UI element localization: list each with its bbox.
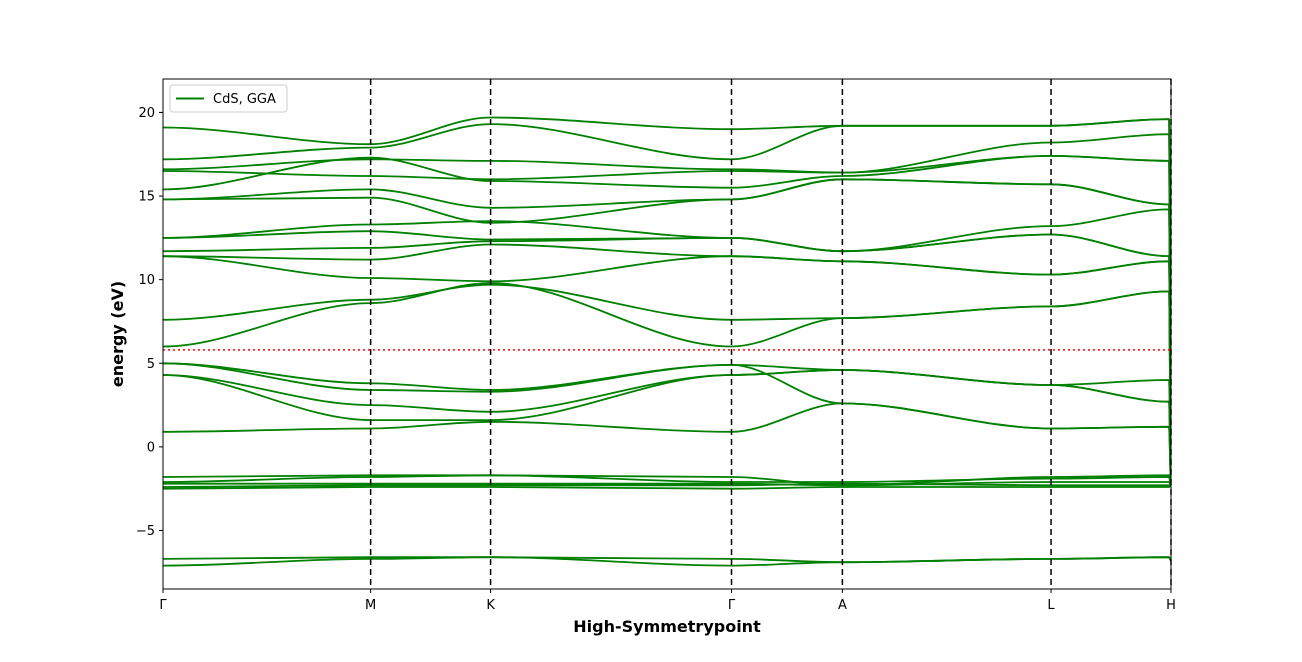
y-axis-ticks: −5 0 5 10 15 20: [136, 106, 163, 539]
band-line: [163, 230, 1171, 487]
y-tick-label: −5: [136, 524, 155, 539]
legend-box: [169, 84, 288, 113]
band-line: [163, 154, 1171, 487]
y-tick-label: 5: [147, 357, 155, 372]
band-line: [163, 116, 1171, 487]
band-line: [163, 556, 1171, 564]
band-line: [163, 474, 1171, 487]
x-tick-label: Γ: [728, 598, 736, 613]
x-tick-label: Γ: [159, 598, 167, 613]
band-line: [163, 154, 1171, 487]
x-tick-label: H: [1166, 598, 1176, 613]
band-line: [163, 474, 1171, 487]
band-line: [163, 484, 1171, 490]
x-axis-title: High-Symmetrypoint: [573, 617, 761, 636]
x-tick-label: K: [486, 598, 495, 613]
x-tick-label: A: [838, 598, 847, 613]
band-line: [163, 233, 1171, 487]
band-line: [163, 255, 1171, 487]
band-line: [163, 178, 1171, 487]
y-tick-label: 20: [138, 106, 155, 121]
bands-layer: [163, 116, 1171, 567]
band-line: [163, 369, 1171, 487]
band-line: [163, 178, 1171, 487]
y-tick-label: 15: [138, 190, 155, 205]
x-tick-label: M: [365, 598, 376, 613]
band-line: [163, 208, 1171, 487]
y-tick-label: 0: [147, 440, 155, 455]
band-line: [163, 243, 1171, 487]
plot-frame: [162, 78, 1172, 590]
legend: CdS, GGA: [169, 84, 288, 113]
legend-label: CdS, GGA: [213, 92, 276, 107]
y-axis-title: energy (eV): [108, 281, 127, 387]
x-tick-label: L: [1047, 598, 1055, 613]
band-line: [163, 482, 1171, 488]
y-tick-label: 10: [138, 273, 155, 288]
band-line: [163, 402, 1171, 487]
